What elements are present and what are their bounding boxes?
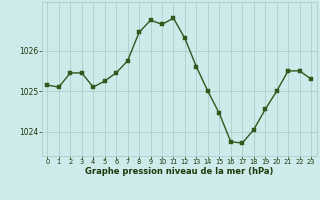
X-axis label: Graphe pression niveau de la mer (hPa): Graphe pression niveau de la mer (hPa) xyxy=(85,167,273,176)
